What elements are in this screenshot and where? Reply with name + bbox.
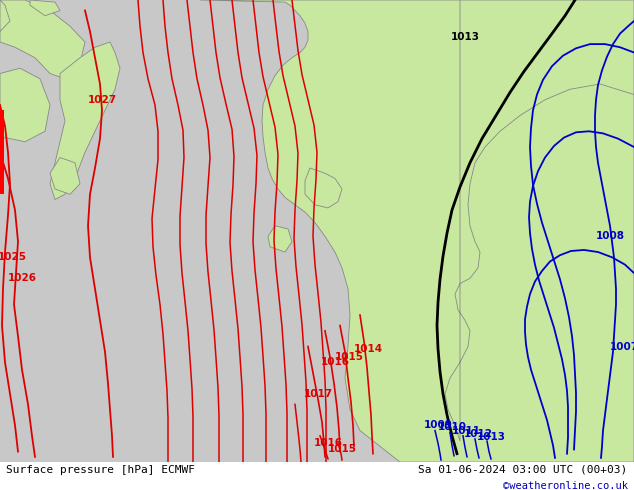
Text: 1016: 1016 xyxy=(321,357,349,368)
Text: 1026: 1026 xyxy=(8,273,37,283)
Text: 1013: 1013 xyxy=(451,32,479,42)
Text: 1012: 1012 xyxy=(463,429,493,439)
Polygon shape xyxy=(0,0,85,79)
Polygon shape xyxy=(268,226,292,252)
Text: Surface pressure [hPa] ECMWF: Surface pressure [hPa] ECMWF xyxy=(6,465,195,475)
Text: 1013: 1013 xyxy=(477,432,505,442)
Text: 1010: 1010 xyxy=(437,422,467,432)
Text: 1016: 1016 xyxy=(313,438,342,448)
Polygon shape xyxy=(30,0,60,16)
Text: ©weatheronline.co.uk: ©weatheronline.co.uk xyxy=(503,481,628,490)
Text: 1014: 1014 xyxy=(353,343,382,354)
Text: Sa 01-06-2024 03:00 UTC (00+03): Sa 01-06-2024 03:00 UTC (00+03) xyxy=(418,465,628,475)
Polygon shape xyxy=(0,0,10,31)
Text: 1027: 1027 xyxy=(87,95,117,105)
Text: 1011: 1011 xyxy=(451,426,481,436)
Polygon shape xyxy=(445,0,634,441)
Polygon shape xyxy=(305,168,342,208)
Polygon shape xyxy=(50,157,80,194)
Polygon shape xyxy=(200,0,634,462)
Polygon shape xyxy=(0,68,50,142)
Bar xyxy=(0,110,4,194)
Text: 1008: 1008 xyxy=(595,231,624,241)
Text: 1015: 1015 xyxy=(335,352,363,362)
Text: 1015: 1015 xyxy=(328,444,356,454)
Text: 1007: 1007 xyxy=(609,342,634,351)
Text: 1009: 1009 xyxy=(424,420,453,430)
Text: 1017: 1017 xyxy=(304,389,333,399)
Text: 1025: 1025 xyxy=(0,252,27,262)
Polygon shape xyxy=(50,42,120,199)
